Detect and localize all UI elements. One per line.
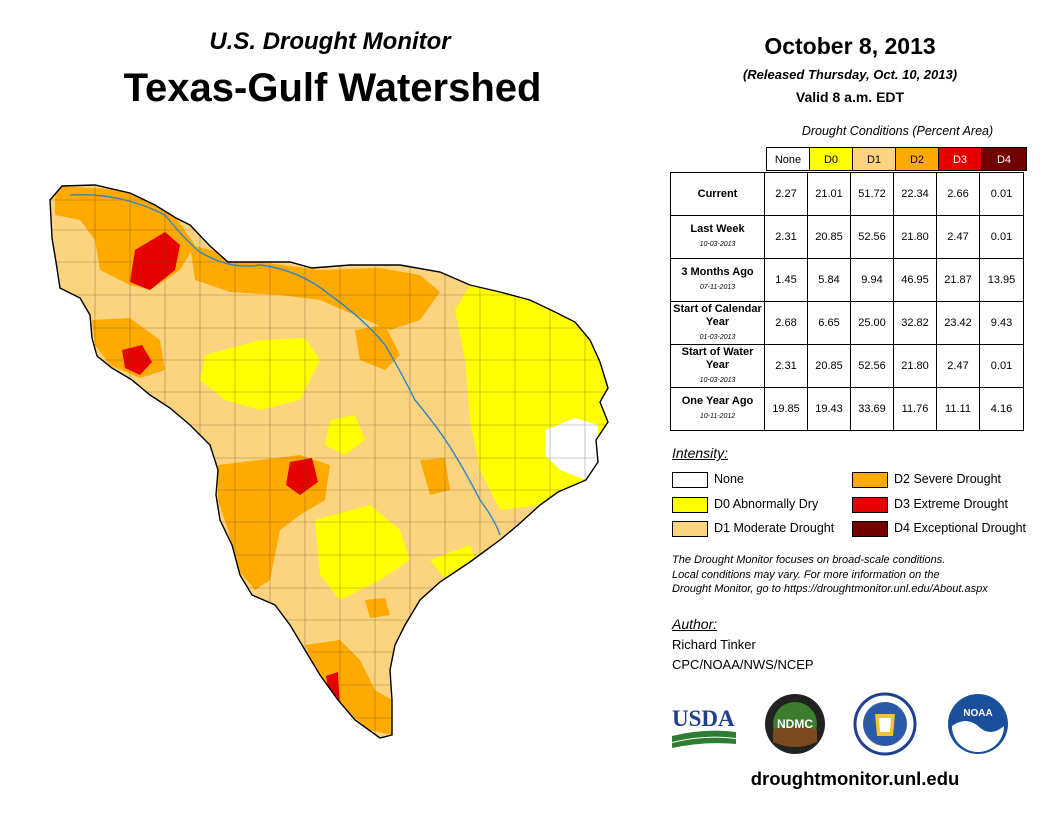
valid-time: Valid 8 a.m. EDT <box>795 89 905 105</box>
table-cell: 2.31 <box>764 344 808 388</box>
table-cell: 2.66 <box>936 172 980 216</box>
row-label: One Year Ago 10-11-2012 <box>670 387 765 431</box>
legend-item-d0: D0 Abnormally Dry <box>672 496 818 513</box>
table-cell: 2.31 <box>764 215 808 259</box>
table-cell: 21.01 <box>807 172 851 216</box>
legend-swatch <box>672 471 708 488</box>
col-header-d3: D3 <box>938 147 982 171</box>
col-header-d4: D4 <box>981 147 1027 171</box>
table-cell: 33.69 <box>850 387 894 431</box>
col-header-d0: D0 <box>809 147 853 171</box>
legend-item-d2: D2 Severe Drought <box>852 471 1001 488</box>
table-cell: 6.65 <box>807 301 851 345</box>
table-cell: 19.85 <box>764 387 808 431</box>
table-cell: 22.34 <box>893 172 937 216</box>
row-label: Start of Calendar Year 01-03-2013 <box>670 301 765 345</box>
table-cell: 0.01 <box>979 215 1024 259</box>
table-row: Start of Calendar Year 01-03-2013 2.68 6.… <box>670 301 1024 345</box>
legend-item-none: None <box>672 471 744 488</box>
table-cell: 21.80 <box>893 344 937 388</box>
table-row: 3 Months Ago 07-11-2013 1.45 5.84 9.94 46… <box>670 258 1024 302</box>
table-cell: 9.43 <box>979 301 1024 345</box>
table-cell: 52.56 <box>850 215 894 259</box>
map-subtitle: U.S. Drought Monitor <box>209 28 451 55</box>
drought-note: The Drought Monitor focuses on broad-sca… <box>672 554 988 595</box>
table-cell: 21.80 <box>893 215 937 259</box>
conditions-table: Current 2.27 21.01 51.72 22.34 2.66 0.01… <box>670 172 1024 431</box>
release-date: (Released Thursday, Oct. 10, 2013) <box>742 67 958 82</box>
table-cell: 0.01 <box>979 344 1024 388</box>
author-org: CPC/NOAA/NWS/NCEP <box>672 657 814 672</box>
conditions-caption: Drought Conditions (Percent Area) <box>801 124 994 138</box>
doc-seal-logo <box>853 692 917 756</box>
usda-logo: USDA <box>672 706 736 748</box>
row-label: 3 Months Ago 07-11-2013 <box>670 258 765 302</box>
col-header-d2: D2 <box>895 147 939 171</box>
footer-site[interactable]: droughtmonitor.unl.edu <box>750 768 960 789</box>
legend-item-d4: D4 Exceptional Drought <box>852 520 1026 537</box>
table-cell: 25.00 <box>850 301 894 345</box>
table-cell: 2.27 <box>764 172 808 216</box>
table-cell: 23.42 <box>936 301 980 345</box>
noaa-logo-text: NOAA <box>963 708 992 719</box>
table-cell: 4.16 <box>979 387 1024 431</box>
table-cell: 9.94 <box>850 258 894 302</box>
col-header-none: None <box>766 147 810 171</box>
table-cell: 0.01 <box>979 172 1024 216</box>
author-title: Author: <box>672 616 718 632</box>
table-row: Current 2.27 21.01 51.72 22.34 2.66 0.01 <box>670 172 1024 216</box>
legend-item-d1: D1 Moderate Drought <box>672 520 834 537</box>
table-cell: 20.85 <box>807 344 851 388</box>
legend-swatch <box>852 471 888 488</box>
legend-swatch <box>672 496 708 513</box>
table-cell: 52.56 <box>850 344 894 388</box>
table-cell: 2.68 <box>764 301 808 345</box>
table-row: Last Week 10-03-2013 2.31 20.85 52.56 21.… <box>670 215 1024 259</box>
drought-map <box>49 184 609 739</box>
map-title: Texas-Gulf Watershed <box>123 66 542 110</box>
table-row: One Year Ago 10-11-2012 19.85 19.43 33.69… <box>670 387 1024 431</box>
table-cell: 2.47 <box>936 344 980 388</box>
table-cell: 19.43 <box>807 387 851 431</box>
ndmc-logo-text: NDMC <box>777 717 813 731</box>
table-cell: 32.82 <box>893 301 937 345</box>
ndmc-logo: NDMC <box>765 694 825 754</box>
table-cell: 20.85 <box>807 215 851 259</box>
author-name: Richard Tinker <box>672 637 756 652</box>
table-cell: 5.84 <box>807 258 851 302</box>
legend-swatch <box>852 496 888 513</box>
table-cell: 21.87 <box>936 258 980 302</box>
noaa-logo: NOAA <box>948 694 1008 754</box>
table-row: Start of Water Year 10-03-2013 2.31 20.85… <box>670 344 1024 388</box>
table-cell: 11.76 <box>893 387 937 431</box>
legend-item-d3: D3 Extreme Drought <box>852 496 1008 513</box>
table-cell: 46.95 <box>893 258 937 302</box>
table-cell: 1.45 <box>764 258 808 302</box>
legend-title: Intensity: <box>672 445 729 461</box>
row-label: Start of Water Year 10-03-2013 <box>670 344 765 388</box>
legend-swatch <box>852 520 888 537</box>
row-label: Last Week 10-03-2013 <box>670 215 765 259</box>
usda-logo-text: USDA <box>672 706 735 731</box>
map-date: October 8, 2013 <box>764 33 936 59</box>
table-cell: 51.72 <box>850 172 894 216</box>
table-cell: 13.95 <box>979 258 1024 302</box>
row-label: Current <box>670 172 765 216</box>
table-cell: 2.47 <box>936 215 980 259</box>
table-cell: 11.11 <box>936 387 980 431</box>
legend-swatch <box>672 520 708 537</box>
col-header-d1: D1 <box>852 147 896 171</box>
